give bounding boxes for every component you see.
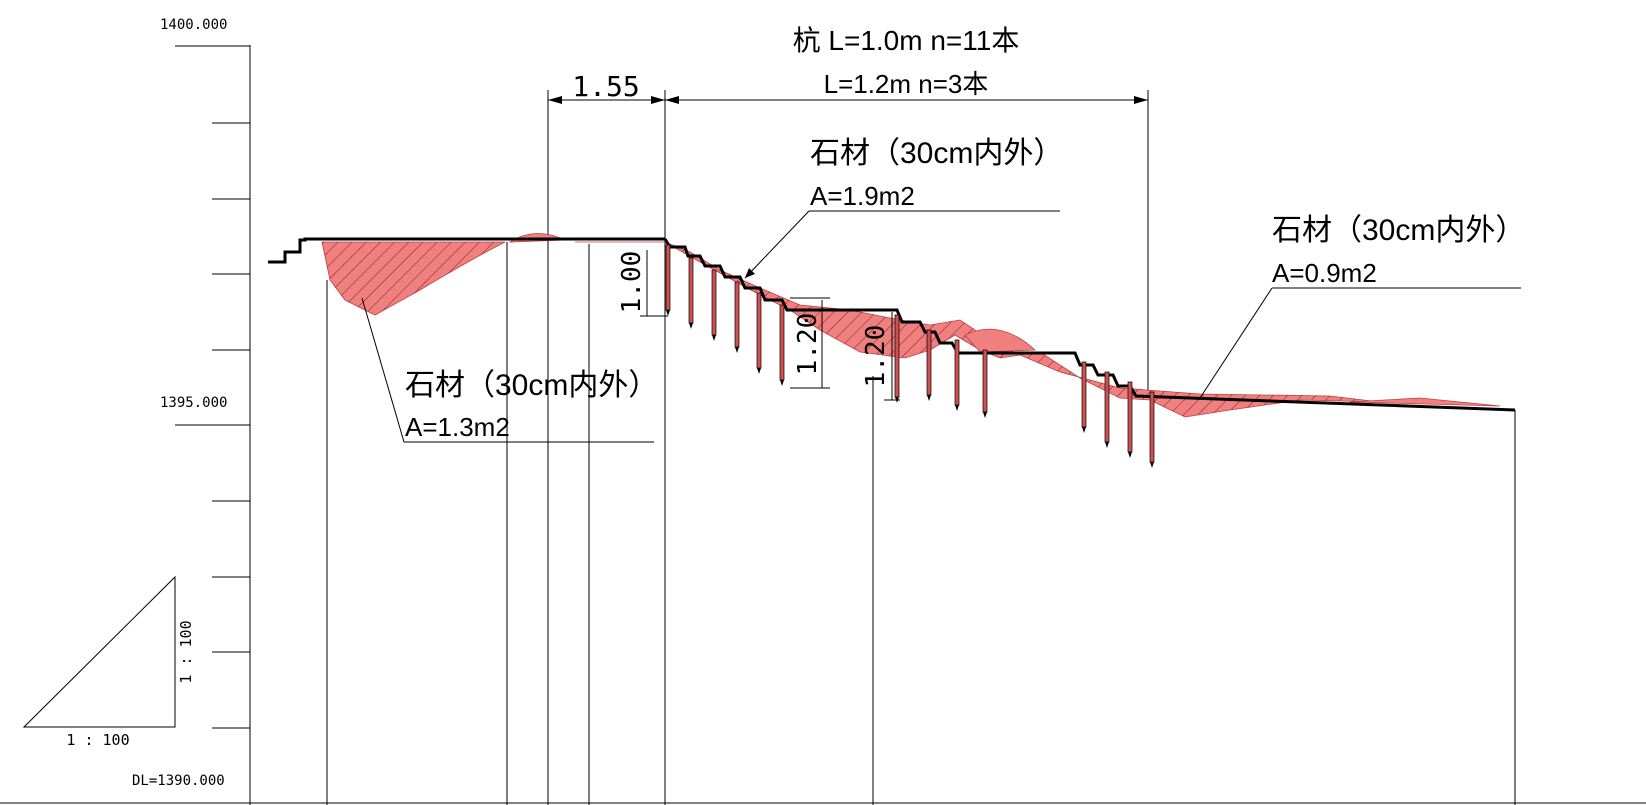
- callout-stone-2-title: 石材（30cm内外）: [1272, 214, 1525, 247]
- design-ground-line: [268, 237, 1516, 412]
- callout-stone-3-area: A=1.3m2: [405, 412, 510, 442]
- dimension-height-b: 1.20: [793, 313, 823, 376]
- dimension-span-left: 1.55: [572, 70, 639, 103]
- dimension-height-a: 1.00: [617, 251, 647, 314]
- pile: [734, 281, 740, 353]
- pile: [954, 339, 960, 411]
- pile: [1149, 391, 1155, 468]
- piles: [665, 244, 1155, 468]
- datum-label: DL=1390.000: [132, 773, 225, 789]
- callout-stone-2-area: A=0.9m2: [1272, 258, 1377, 288]
- callout-stone-2: 石材（30cm内外） A=0.9m2: [1199, 214, 1525, 399]
- callout-stone-1-title: 石材（30cm内外）: [810, 137, 1063, 170]
- pile: [711, 269, 717, 341]
- pile: [779, 304, 785, 386]
- pile: [926, 329, 932, 401]
- pile: [982, 349, 988, 418]
- pile: [756, 292, 762, 374]
- elevation-axis: 1400.000 1395.000 DL=1390.000: [0, 17, 1646, 805]
- callout-stone-1-area: A=1.9m2: [810, 181, 915, 211]
- pile-note-line1: 杭 L=1.0m n=11本: [793, 25, 1020, 56]
- station-lines: [326, 90, 1516, 805]
- dimension-lines: 1.55 杭 L=1.0m n=11本 L=1.2m n=3本 1.00 1.2…: [548, 25, 1148, 401]
- pile: [688, 257, 694, 329]
- callout-stone-1: 石材（30cm内外） A=1.9m2: [744, 137, 1063, 279]
- scale-vertical: 1 : 100: [177, 620, 195, 683]
- dimension-height-c: 1.20: [861, 325, 891, 388]
- callout-stone-3-title: 石材（30cm内外）: [405, 369, 658, 402]
- stone-fill-areas: [321, 233, 1501, 418]
- pile: [1127, 381, 1133, 458]
- elevation-label-top: 1400.000: [160, 17, 227, 33]
- callout-stone-3: 石材（30cm内外） A=1.3m2: [361, 297, 658, 443]
- scale-indicator: 1 : 100 1 : 100: [22, 575, 195, 749]
- pile-note-line2: L=1.2m n=3本: [824, 69, 989, 99]
- elevation-label-middle: 1395.000: [160, 395, 227, 411]
- pile: [1104, 371, 1110, 448]
- pile: [665, 244, 671, 316]
- pile: [894, 314, 900, 403]
- pile: [1081, 361, 1087, 433]
- scale-horizontal: 1 : 100: [66, 731, 129, 749]
